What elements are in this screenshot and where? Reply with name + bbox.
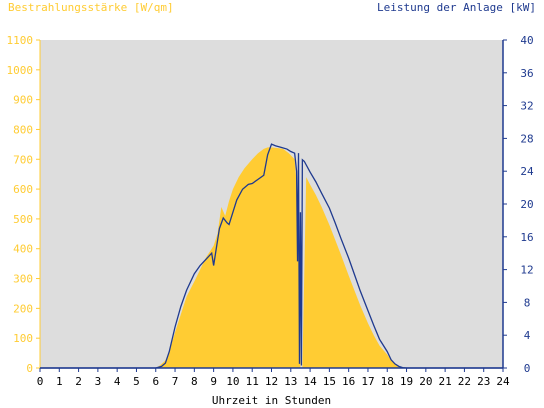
x-tick-label: 12 <box>265 375 278 388</box>
x-tick-label: 4 <box>114 375 121 388</box>
x-tick-label: 11 <box>246 375 259 388</box>
x-tick-label: 0 <box>37 375 44 388</box>
x-tick-label: 1 <box>56 375 63 388</box>
left-tick-label: 600 <box>13 183 33 196</box>
left-tick-label: 900 <box>13 94 33 107</box>
x-tick-label: 17 <box>361 375 374 388</box>
x-tick-label: 10 <box>226 375 239 388</box>
right-axis-title: Leistung der Anlage [kW] <box>377 1 536 14</box>
x-tick-label: 2 <box>75 375 82 388</box>
left-tick-label: 100 <box>13 332 33 345</box>
x-tick-label: 5 <box>133 375 140 388</box>
left-tick-label: 800 <box>13 123 33 136</box>
right-tick-label: 4 <box>524 329 531 342</box>
x-tick-label: 3 <box>95 375 102 388</box>
x-tick-label: 13 <box>284 375 297 388</box>
left-tick-label: 300 <box>13 273 33 286</box>
right-tick-label: 32 <box>520 100 533 113</box>
left-tick-label: 1000 <box>7 64 34 77</box>
power-line <box>40 143 503 369</box>
right-tick-label: 24 <box>520 165 534 178</box>
left-tick-label: 400 <box>13 243 33 256</box>
right-tick-label: 0 <box>524 362 531 375</box>
right-tick-label: 40 <box>520 34 533 47</box>
left-tick-label: 700 <box>13 153 33 166</box>
left-tick-label: 200 <box>13 302 33 315</box>
x-tick-label: 6 <box>152 375 159 388</box>
x-tick-label: 19 <box>400 375 413 388</box>
x-tick-label: 8 <box>191 375 198 388</box>
right-tick-label: 20 <box>520 198 533 211</box>
ticks: 0100200300400500600700800900100011000481… <box>7 34 534 388</box>
right-tick-label: 12 <box>520 264 533 277</box>
right-tick-label: 28 <box>520 132 533 145</box>
x-tick-label: 21 <box>439 375 452 388</box>
irradiance-area <box>40 147 503 368</box>
x-axis-title: Uhrzeit in Stunden <box>212 394 331 407</box>
x-tick-label: 20 <box>419 375 432 388</box>
left-tick-label: 0 <box>26 362 33 375</box>
x-tick-label: 7 <box>172 375 179 388</box>
x-tick-label: 22 <box>458 375 471 388</box>
right-tick-label: 36 <box>520 67 533 80</box>
right-tick-label: 8 <box>524 296 531 309</box>
x-tick-label: 24 <box>496 375 510 388</box>
x-tick-label: 15 <box>323 375 336 388</box>
left-tick-label: 500 <box>13 213 33 226</box>
x-tick-label: 16 <box>342 375 355 388</box>
left-tick-label: 1100 <box>7 34 34 47</box>
left-axis-title: Bestrahlungsstärke [W/qm] <box>8 1 174 14</box>
x-tick-label: 23 <box>477 375 490 388</box>
x-tick-label: 14 <box>303 375 317 388</box>
right-tick-label: 16 <box>520 231 533 244</box>
x-tick-label: 18 <box>381 375 394 388</box>
x-tick-label: 9 <box>210 375 217 388</box>
